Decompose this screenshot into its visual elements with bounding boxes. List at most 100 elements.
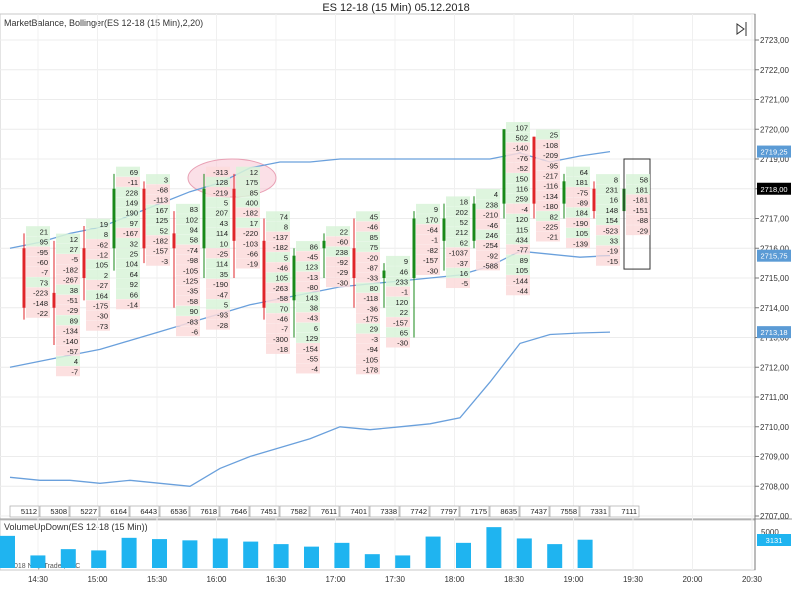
footprint-value: 125 bbox=[155, 216, 168, 225]
footprint-cell bbox=[356, 354, 380, 365]
price-tick-label: 2715,00 bbox=[760, 274, 789, 283]
footprint-cell bbox=[116, 258, 140, 269]
footprint-value: 22 bbox=[340, 227, 348, 236]
footprint-cell bbox=[356, 343, 380, 354]
footprint-value: -151 bbox=[633, 206, 648, 215]
footprint-cell bbox=[116, 227, 140, 238]
footprint-cell bbox=[176, 244, 200, 255]
footprint-cell bbox=[386, 327, 410, 338]
bar-volume-cell bbox=[309, 505, 340, 518]
footprint-cell bbox=[356, 272, 380, 283]
candle-body bbox=[202, 188, 206, 249]
price-badge bbox=[757, 326, 791, 339]
footprint-value: 65 bbox=[400, 329, 408, 338]
footprint-cell bbox=[416, 224, 440, 235]
footprint-cell bbox=[176, 305, 200, 316]
footprint-value: 16 bbox=[610, 196, 618, 205]
footprint-value: -37 bbox=[457, 259, 468, 268]
footprint-value: -157 bbox=[393, 318, 408, 327]
footprint-value: 3 bbox=[164, 175, 168, 184]
time-tick-label: 19:30 bbox=[623, 575, 644, 584]
bar-volume-label: 7437 bbox=[530, 507, 547, 516]
footprint-value: -182 bbox=[273, 243, 288, 252]
footprint-value: -89 bbox=[577, 198, 588, 207]
footprint-cell bbox=[476, 209, 500, 220]
bar-volume-cell bbox=[219, 505, 250, 518]
footprint-value: -4 bbox=[311, 365, 318, 374]
footprint-cell bbox=[506, 254, 530, 265]
footprint-value: 85 bbox=[370, 233, 378, 242]
footprint-cell bbox=[296, 292, 320, 303]
footprint-value: -139 bbox=[573, 239, 588, 248]
time-tick-label: 19:00 bbox=[563, 575, 584, 584]
footprint-cell bbox=[206, 248, 230, 259]
footprint-value: -94 bbox=[367, 345, 378, 354]
footprint-value: 22 bbox=[400, 308, 408, 317]
footprint-value: -103 bbox=[243, 239, 258, 248]
candle-body bbox=[292, 255, 296, 301]
footprint-cell bbox=[356, 292, 380, 303]
footprint-cell bbox=[626, 184, 650, 195]
price-tick-label: 2712,00 bbox=[760, 363, 789, 372]
footprint-value: 167 bbox=[155, 206, 168, 215]
footprint-value: -11 bbox=[128, 178, 138, 187]
cursor-icon[interactable] bbox=[732, 20, 750, 38]
footprint-cell bbox=[506, 275, 530, 286]
price-tick-label: 2719,00 bbox=[760, 155, 789, 164]
footprint-cell bbox=[326, 246, 350, 257]
footprint-cell bbox=[476, 239, 500, 250]
footprint-cell bbox=[356, 303, 380, 314]
time-tick-label: 17:30 bbox=[385, 575, 406, 584]
footprint-value: 18 bbox=[460, 198, 468, 207]
candle-body bbox=[592, 188, 596, 212]
footprint-cell bbox=[146, 204, 170, 215]
bar-volume-label: 7338 bbox=[380, 507, 397, 516]
footprint-cell bbox=[56, 233, 80, 244]
footprint-value: -44 bbox=[517, 286, 528, 295]
footprint-cell bbox=[146, 194, 170, 205]
footprint-value: 21 bbox=[40, 227, 48, 236]
bar-volume-label: 6536 bbox=[170, 507, 187, 516]
footprint-value: 105 bbox=[515, 266, 528, 275]
footprint-value: -1 bbox=[431, 236, 438, 245]
footprint-value: 29 bbox=[370, 325, 378, 334]
footprint-value: -219 bbox=[213, 188, 228, 197]
footprint-value: -88 bbox=[637, 216, 648, 225]
footprint-cell bbox=[596, 235, 620, 246]
price-tick-label: 2709,00 bbox=[760, 453, 789, 462]
footprint-value: -210 bbox=[483, 211, 498, 220]
footprint-value: -33 bbox=[367, 274, 378, 283]
price-tick-label: 2708,00 bbox=[760, 482, 789, 491]
volume-bar bbox=[273, 544, 289, 568]
footprint-value: -57 bbox=[67, 347, 78, 356]
footprint-cell bbox=[476, 250, 500, 261]
footprint-value: 184 bbox=[575, 209, 588, 218]
footprint-cell bbox=[506, 224, 530, 235]
footprint-value: 259 bbox=[515, 195, 528, 204]
price-tick-label: 2714,00 bbox=[760, 304, 789, 313]
bar-volume-cell bbox=[99, 505, 130, 518]
bar-volume-label: 7582 bbox=[290, 507, 307, 516]
footprint-value: 434 bbox=[515, 235, 528, 244]
footprint-cell bbox=[206, 268, 230, 279]
footprint-value: 143 bbox=[305, 293, 318, 302]
footprint-value: -83 bbox=[187, 317, 198, 326]
footprint-value: -190 bbox=[573, 219, 588, 228]
footprint-value: 233 bbox=[395, 278, 408, 287]
footprint-value: -75 bbox=[577, 188, 588, 197]
price-badge bbox=[757, 145, 791, 158]
footprint-value: -28 bbox=[217, 321, 228, 330]
footprint-cell bbox=[176, 214, 200, 225]
candle-body bbox=[262, 240, 266, 308]
footprint-cell bbox=[56, 254, 80, 265]
footprint-cell bbox=[326, 236, 350, 247]
footprint-value: 80 bbox=[370, 284, 378, 293]
footprint-value: -137 bbox=[273, 233, 288, 242]
footprint-cell bbox=[416, 265, 440, 276]
footprint-value: -181 bbox=[633, 196, 648, 205]
footprint-cell bbox=[176, 234, 200, 245]
footprint-value: 502 bbox=[515, 133, 528, 142]
footprint-value: -18 bbox=[277, 345, 288, 354]
footprint-cell bbox=[206, 217, 230, 228]
